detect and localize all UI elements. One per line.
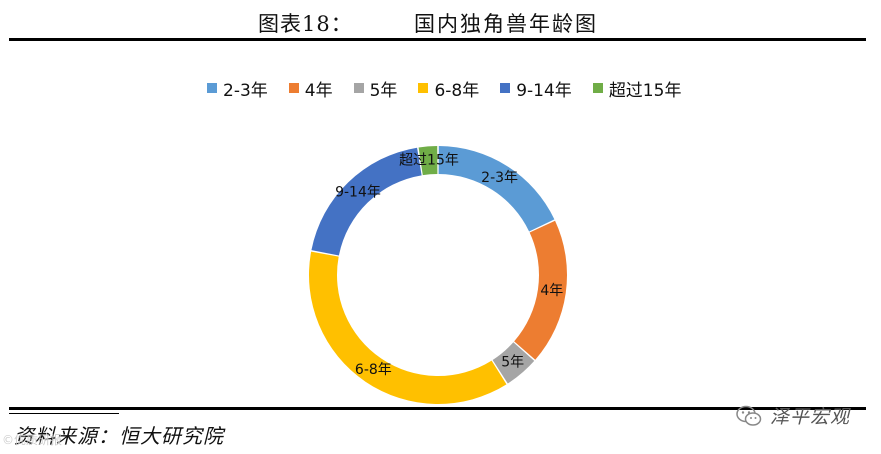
legend-item: 2-3年	[207, 76, 268, 101]
legend-swatch	[207, 83, 217, 93]
legend-swatch	[592, 83, 603, 93]
donut-data-labels: 2-3年 4年 5年 6-8年 9-14年 超过15年	[335, 152, 563, 378]
donut-slice	[492, 342, 535, 384]
legend-swatch	[418, 83, 429, 93]
donut-data-label: 2-3年	[481, 170, 518, 186]
wechat-watermark: 泽平宏观	[736, 402, 850, 429]
donut-slices	[308, 146, 567, 405]
figure-label: 图表18：	[258, 12, 353, 36]
legend-item: 6-8年	[418, 76, 479, 101]
donut-data-label: 超过15年	[399, 152, 459, 168]
legend-item: 9-14年	[500, 76, 572, 101]
legend-label: 4年	[304, 80, 333, 101]
legend-swatch	[500, 83, 511, 93]
legend-label: 9-14年	[516, 80, 572, 101]
legend-swatch	[353, 83, 364, 93]
donut-slice	[438, 146, 555, 232]
donut-slice	[308, 251, 507, 405]
bottom-rule-thin	[9, 413, 119, 414]
donut-slice	[311, 147, 422, 256]
donut-data-label: 5年	[501, 354, 524, 370]
donut-data-label: 9-14年	[335, 184, 381, 200]
legend-label: 5年	[369, 80, 398, 101]
donut-slice	[514, 220, 567, 360]
legend-label: 2-3年	[223, 80, 268, 101]
bottom-rule	[9, 407, 866, 410]
legend-item: 5年	[353, 76, 398, 101]
legend-swatch	[288, 83, 299, 93]
donut-data-label: 6-8年	[355, 362, 392, 378]
legend-label: 6-8年	[434, 80, 480, 101]
figure-title: 国内独角兽年龄图	[414, 12, 598, 36]
chart-legend: 2-3年 4年 5年 6-8年 9-14年 超过15年	[207, 75, 681, 101]
legend-label: 超过15年	[608, 80, 682, 101]
legend-item: 超过15年	[592, 76, 682, 101]
donut-data-label: 4年	[540, 283, 563, 299]
top-rule	[9, 38, 866, 41]
watermark-left: ©优质研报	[2, 433, 63, 447]
wechat-icon	[736, 405, 762, 426]
donut-slice	[418, 146, 438, 176]
figure-header: 图表18： 国内独角兽年龄图	[0, 0, 881, 40]
legend-item: 4年	[288, 76, 333, 101]
source-note: 资料来源：恒大研究院	[14, 424, 224, 448]
wechat-account-name: 泽平宏观	[770, 406, 851, 428]
